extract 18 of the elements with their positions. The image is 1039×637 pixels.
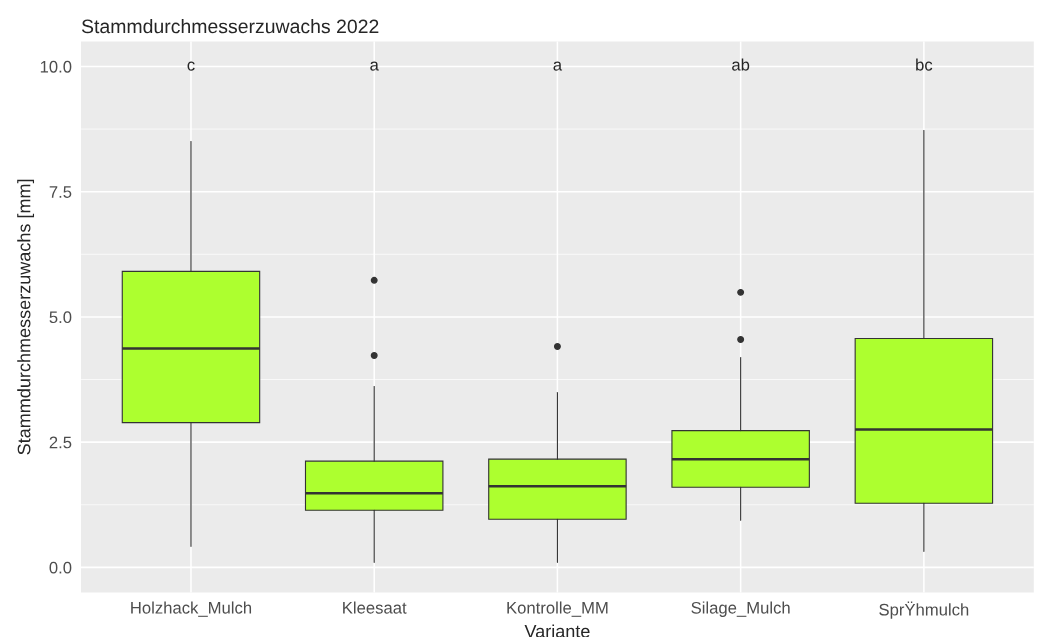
y-tick-label: 5.0 <box>49 311 72 324</box>
annotation: a <box>553 61 563 71</box>
annotation: c <box>187 61 195 71</box>
y-axis-title: Stammdurchmesserzuwachs [mm] <box>17 179 35 455</box>
y-tick-label: 7.5 <box>49 186 72 198</box>
annotation: ab <box>732 58 750 71</box>
x-tick-label: Holzhack_Mulch <box>131 601 252 617</box>
x-tick-label: Kontrolle_MM <box>507 601 608 617</box>
annotation: bc <box>916 58 933 71</box>
annotation: a <box>370 61 379 71</box>
x-tick-label: Silage_Mulch <box>691 601 790 617</box>
x-axis-title: Variante <box>524 624 590 637</box>
x-tick-label: SprŸhmulch <box>879 601 969 619</box>
y-tick-label: 0.0 <box>49 561 72 574</box>
x-tick-label: Kleesaat <box>343 601 407 614</box>
chart-title: Stammdurchmesserzuwachs 2022 <box>81 18 379 34</box>
y-tick-label: 2.5 <box>49 436 72 449</box>
y-tick-label: 10.0 <box>40 60 72 73</box>
